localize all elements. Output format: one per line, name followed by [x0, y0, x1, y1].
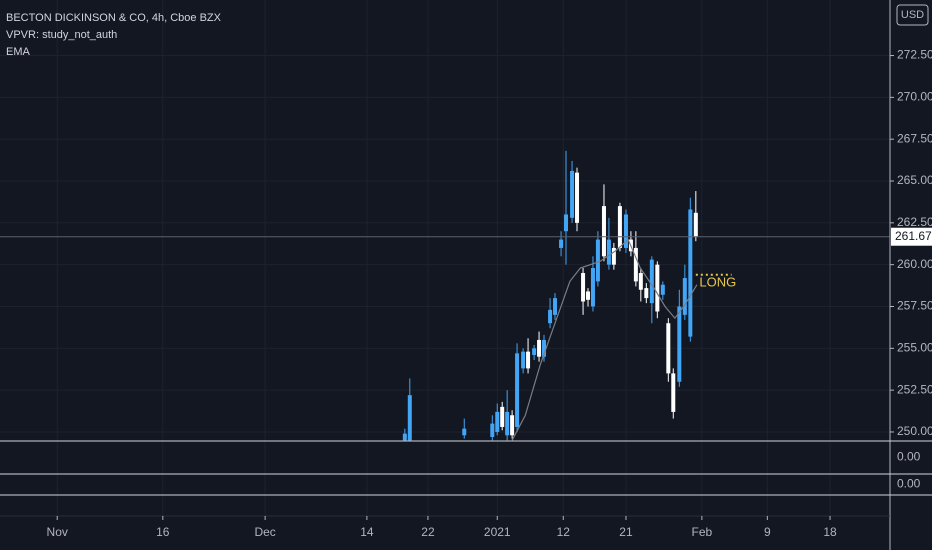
- candle-body: [666, 323, 671, 374]
- candle-body: [611, 247, 616, 265]
- candle-body: [644, 288, 649, 299]
- ema-line: [511, 238, 698, 441]
- y-tick-label: 265.00: [897, 173, 932, 187]
- y-tick-label: 255.00: [897, 340, 932, 354]
- y-tick-label: 272.50: [897, 48, 932, 62]
- candle-body: [570, 170, 575, 218]
- candle-body: [402, 433, 407, 441]
- candle-body: [586, 291, 591, 300]
- candle-body: [505, 411, 510, 436]
- candle-body: [542, 339, 547, 357]
- candle-body: [559, 239, 564, 248]
- candle-body: [688, 209, 693, 337]
- candle-body: [649, 259, 654, 304]
- x-tick-label: 21: [619, 525, 633, 539]
- candle-body: [581, 273, 586, 302]
- candle-body: [590, 268, 595, 307]
- candle-body: [595, 239, 600, 282]
- annotation-label: LONG: [699, 275, 736, 290]
- candle-body: [564, 214, 569, 232]
- candle-body: [553, 298, 558, 315]
- plot-area: LONG: [0, 150, 890, 441]
- currency-label[interactable]: USD: [901, 9, 924, 21]
- x-tick-label: 14: [360, 525, 374, 539]
- x-tick-label: 22: [421, 525, 435, 539]
- y-tick-label: 262.50: [897, 215, 932, 229]
- candle-body: [462, 428, 467, 436]
- indicator-label: VPVR: study_not_auth: [6, 29, 117, 41]
- candle-body: [677, 306, 682, 382]
- x-tick-label: 18: [823, 525, 837, 539]
- candle-body: [693, 212, 698, 237]
- candle-body: [617, 206, 622, 248]
- x-tick-label: Nov: [47, 525, 68, 539]
- candle-body: [606, 239, 611, 265]
- symbol-title: BECTON DICKINSON & CO, 4h, Cboe BZX: [6, 12, 222, 24]
- y-tick-label: 267.50: [897, 131, 932, 145]
- candle-body: [500, 406, 505, 427]
- x-tick-label: Dec: [254, 525, 275, 539]
- y-tick-label: 257.50: [897, 299, 932, 313]
- candle-body: [633, 247, 638, 282]
- pane-tick-label: 0.00: [897, 477, 921, 491]
- candle-body: [601, 206, 606, 257]
- candle-body: [671, 373, 676, 412]
- indicator-label: EMA: [6, 46, 31, 58]
- y-tick-label: 250.00: [897, 424, 932, 438]
- candle-body: [660, 284, 665, 295]
- x-tick-label: 9: [764, 525, 771, 539]
- x-tick-label: 2021: [484, 525, 511, 539]
- candle-body: [655, 264, 660, 312]
- x-tick-label: Feb: [692, 525, 713, 539]
- y-tick-label: 260.00: [897, 257, 932, 271]
- candle-body: [521, 351, 526, 369]
- currency-badge[interactable]: [896, 4, 929, 26]
- candle-body: [490, 423, 495, 437]
- y-tick-label: 270.00: [897, 90, 932, 104]
- candle-body: [526, 351, 531, 369]
- candle-body: [495, 411, 500, 432]
- candle-body: [638, 273, 643, 290]
- candle-body: [407, 395, 412, 441]
- pane-tick-label: 0.00: [897, 450, 921, 464]
- y-tick-label: 252.50: [897, 382, 932, 396]
- candle-body: [510, 415, 515, 436]
- last-price-label: 261.67: [895, 229, 932, 243]
- last-price-box: [891, 227, 932, 246]
- x-tick-label: 12: [557, 525, 571, 539]
- candle-body: [548, 309, 553, 324]
- candle-body: [682, 278, 687, 315]
- candle-body: [623, 214, 628, 248]
- candle-body: [532, 348, 537, 356]
- candle-body: [515, 353, 520, 427]
- candle-body: [537, 339, 542, 357]
- candle-body: [575, 172, 580, 223]
- x-tick-label: 16: [156, 525, 170, 539]
- grid: [0, 0, 890, 516]
